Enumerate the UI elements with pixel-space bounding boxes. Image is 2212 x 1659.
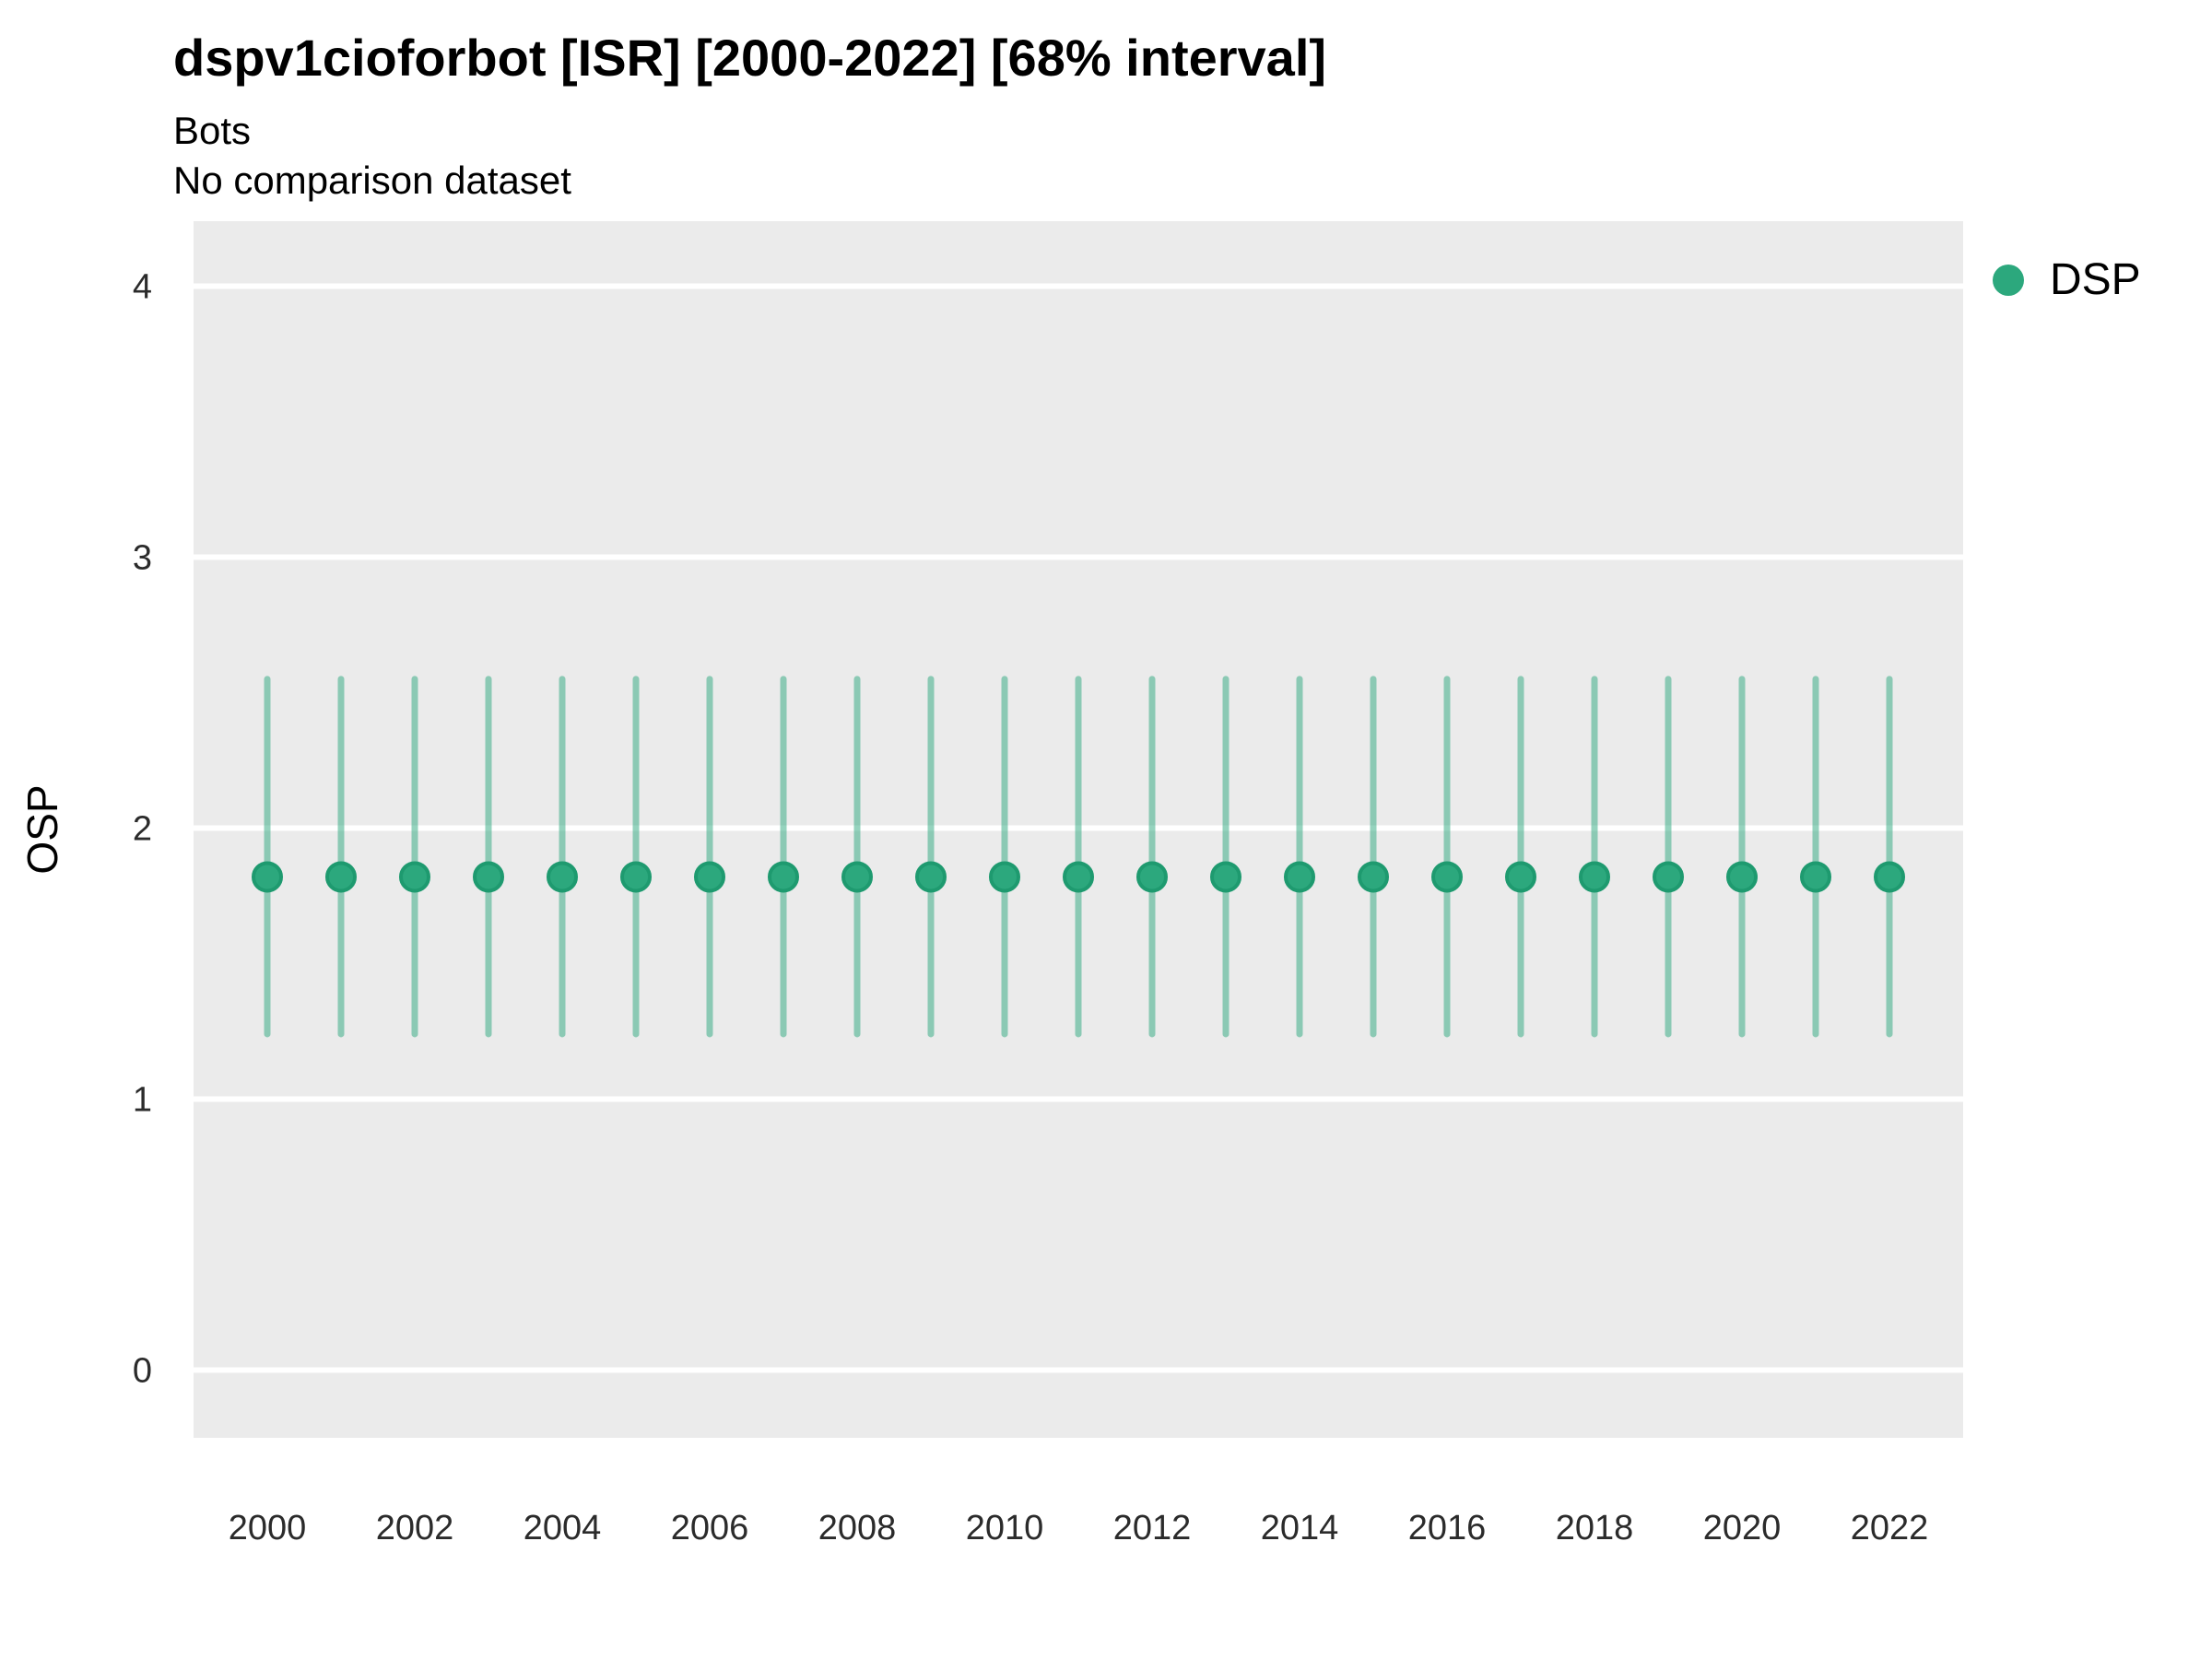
x-tick-label: 2018 [1556, 1509, 1634, 1547]
data-point [841, 861, 873, 893]
x-tick-label: 2020 [1703, 1509, 1782, 1547]
data-point [1136, 861, 1168, 893]
data-point [1800, 861, 1831, 893]
y-tick-label: 0 [133, 1352, 152, 1391]
data-point [1653, 861, 1684, 893]
x-tick-label: 2004 [524, 1509, 602, 1547]
data-point [399, 861, 430, 893]
x-tick-label: 2002 [376, 1509, 454, 1547]
data-point [473, 861, 504, 893]
y-tick-label: 4 [133, 268, 152, 307]
data-point [768, 861, 799, 893]
data-point [1431, 861, 1463, 893]
data-point [1284, 861, 1315, 893]
x-tick-label: 2012 [1113, 1509, 1192, 1547]
x-tick-label: 2006 [671, 1509, 749, 1547]
data-point [1063, 861, 1094, 893]
data-point [694, 861, 725, 893]
data-point [1874, 861, 1905, 893]
x-tick-label: 2014 [1261, 1509, 1339, 1547]
data-point [915, 861, 947, 893]
x-tick-label: 2022 [1851, 1509, 1929, 1547]
y-tick-label: 3 [133, 539, 152, 578]
legend-label: DSP [2050, 255, 2141, 304]
chart-subtitle: Bots [173, 109, 252, 152]
data-point [547, 861, 578, 893]
data-point [325, 861, 357, 893]
chart-note: No comparison dataset [173, 159, 571, 202]
chart-title: dspv1cioforbot [ISR] [2000-2022] [68% in… [173, 29, 1327, 87]
legend: DSP [1993, 254, 2141, 305]
data-point [1210, 861, 1241, 893]
data-point [1505, 861, 1536, 893]
x-tick-label: 2000 [229, 1509, 307, 1547]
data-point [252, 861, 283, 893]
data-point [1579, 861, 1610, 893]
x-tick-label: 2016 [1408, 1509, 1487, 1547]
x-tick-label: 2010 [966, 1509, 1044, 1547]
data-point [1726, 861, 1758, 893]
y-tick-label: 1 [133, 1081, 152, 1120]
legend-point-marker [1993, 264, 2024, 296]
x-tick-label: 2008 [818, 1509, 897, 1547]
data-point [989, 861, 1020, 893]
data-point [620, 861, 652, 893]
y-tick-label: 2 [133, 810, 152, 849]
data-point [1358, 861, 1389, 893]
